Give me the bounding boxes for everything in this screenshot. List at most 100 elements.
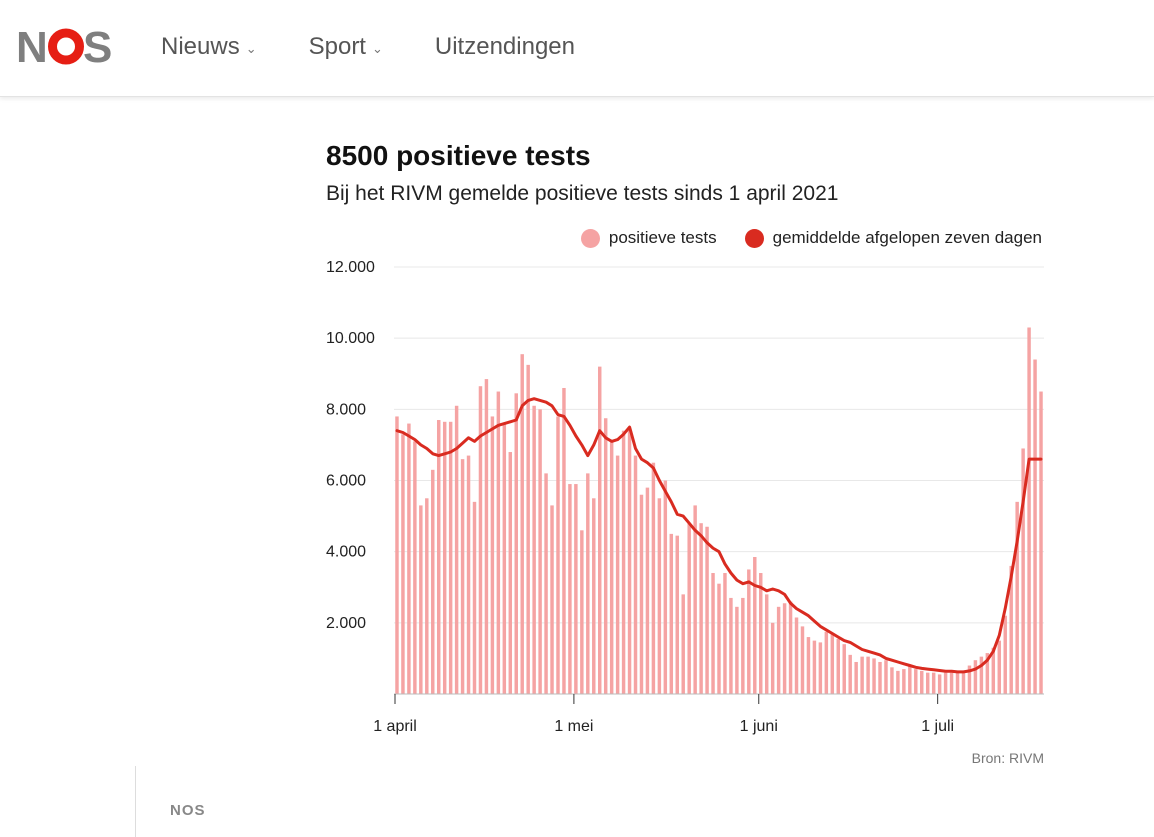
bar: [836, 638, 840, 694]
x-tick-label: 1 april: [373, 718, 417, 735]
chart-legend: positieve tests gemiddelde afgelopen zev…: [580, 228, 1042, 248]
bar: [818, 642, 823, 694]
bar: [431, 469, 435, 694]
bar: [842, 644, 846, 694]
y-tick-label: 8.000: [326, 401, 366, 418]
bar: [448, 421, 453, 694]
x-tick-label: 1 mei: [554, 718, 593, 735]
bar: [902, 669, 906, 694]
bar: [395, 416, 399, 694]
bar: [747, 569, 751, 694]
bar: [717, 583, 721, 694]
logo-letter-o: [48, 28, 84, 65]
bar: [508, 452, 513, 694]
bar: [615, 455, 620, 694]
bar: [550, 505, 554, 694]
bar: [520, 354, 524, 694]
bar: [627, 430, 632, 694]
bar: [1009, 565, 1013, 694]
bar: [681, 594, 685, 694]
bar: [920, 670, 924, 694]
chart-source: Bron: RIVM: [971, 750, 1044, 766]
bar: [961, 672, 966, 694]
bar: [460, 459, 465, 694]
bar: [914, 669, 918, 694]
legend-label-bars: positieve tests: [608, 228, 717, 247]
chart-title: 8500 positieve tests: [326, 140, 591, 171]
bar: [699, 523, 703, 694]
bar: [723, 573, 727, 694]
bar: [407, 423, 411, 694]
bar: [436, 420, 441, 694]
y-tick-label: 12.000: [326, 259, 375, 276]
nos-logo[interactable]: N S: [16, 23, 116, 72]
bar: [401, 434, 405, 694]
y-tick-label: 10.000: [326, 330, 375, 347]
bar: [484, 379, 489, 694]
nav-nieuws-label: Nieuws: [161, 33, 240, 60]
chart-container: 2.000 4.000 6.000 8.000 10.000 12.000 1 april 1…: [326, 136, 1056, 776]
bar: [991, 647, 996, 694]
nav-uitzendingen-label: Uitzendingen: [434, 33, 575, 60]
bar: [556, 416, 560, 694]
legend-label-line: gemiddelde afgelopen zeven dagen: [772, 228, 1042, 247]
bar: [764, 594, 769, 694]
legend-item-line: gemiddelde afgelopen zeven dagen: [744, 228, 1042, 248]
bar: [586, 473, 590, 694]
bar: [633, 455, 638, 694]
bar: [967, 665, 972, 694]
nav-sport-label: Sport: [308, 33, 366, 60]
bar: [943, 672, 948, 694]
nav-uitzendingen[interactable]: Uitzendingen: [435, 33, 575, 61]
bar: [1039, 391, 1043, 694]
y-tick-label: 4.000: [326, 544, 366, 561]
bar: [872, 658, 876, 694]
bar: [794, 617, 799, 694]
bar: [1027, 327, 1031, 694]
bar: [657, 498, 662, 694]
bar: [442, 421, 447, 694]
bar: [538, 409, 542, 694]
footer-brand: NOS: [170, 802, 206, 819]
nav-nieuws[interactable]: Nieuws ⌄: [161, 33, 257, 61]
bar: [580, 530, 584, 694]
bar: [729, 597, 733, 694]
bar: [854, 661, 858, 694]
bar: [878, 661, 882, 694]
nav-sport[interactable]: Sport ⌄: [309, 33, 383, 61]
bar: [949, 672, 954, 694]
bar: [705, 526, 709, 694]
chart-plot: 2.000 4.000 6.000 8.000 10.000 12.000 1 april 1…: [326, 259, 1044, 735]
bar: [1021, 448, 1025, 694]
bar: [663, 480, 668, 694]
bar: [621, 430, 626, 694]
bar: [860, 656, 864, 694]
bar: [979, 656, 984, 694]
bar: [598, 366, 602, 694]
bar: [568, 484, 572, 694]
y-tick-label: 6.000: [326, 473, 366, 490]
bar: [908, 665, 912, 694]
bar: [592, 498, 596, 694]
bar: [478, 386, 483, 694]
bar: [884, 660, 888, 694]
bar: [645, 487, 650, 694]
bar: [812, 640, 817, 694]
chevron-down-icon: ⌄: [371, 41, 383, 56]
x-tick-label: 1 juli: [921, 718, 954, 735]
bar: [848, 654, 852, 694]
bar: [782, 603, 787, 694]
chevron-down-icon: ⌄: [245, 41, 257, 56]
bar: [759, 573, 763, 694]
bar: [770, 622, 775, 694]
logo-letter-s: S: [83, 26, 112, 68]
bar: [1003, 615, 1007, 694]
bar: [931, 672, 936, 694]
bar: [502, 423, 507, 694]
bar: [544, 473, 548, 694]
logo-letter-n: N: [16, 26, 48, 68]
chart-subtitle: Bij het RIVM gemelde positieve tests sin…: [326, 182, 839, 205]
bar: [973, 660, 978, 694]
footer-divider: [135, 766, 136, 837]
bar: [454, 405, 459, 694]
